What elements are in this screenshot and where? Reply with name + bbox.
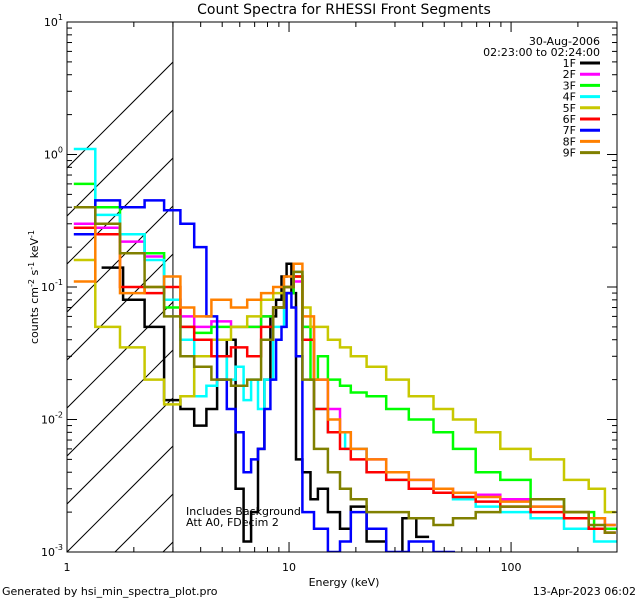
y-tick-label: 10-1 (41, 278, 63, 294)
y-tick-label: 100 (44, 146, 63, 162)
legend-label-9f: 9F (563, 147, 576, 160)
note-background: Includes Background (186, 505, 301, 518)
hatch-line (307, 22, 640, 552)
hatch-line (67, 253, 173, 361)
hatch-line (67, 205, 173, 313)
hatch-line (67, 445, 173, 552)
x-tick-label: 100 (501, 561, 522, 574)
y-axis-label: counts cm-2 s-1 keV-1 (27, 230, 42, 344)
y-tick-label: 101 (44, 13, 63, 29)
time-range-label: 02:23:00 to 02:24:00 (483, 46, 600, 59)
legend-label-4f: 4F (563, 91, 576, 104)
hatch-line (259, 22, 640, 552)
series-5f (73, 258, 616, 514)
x-axis-label: Energy (keV) (309, 576, 380, 589)
chart-title: Count Spectra for RHESSI Front Segments (197, 2, 491, 18)
series-9f (73, 205, 616, 534)
series-8f (73, 222, 616, 527)
hatch-line (67, 397, 173, 505)
legend-label-2f: 2F (563, 68, 576, 81)
date-label: 30-Aug-2006 (529, 35, 600, 48)
legend-label-3f: 3F (563, 79, 576, 92)
x-tick-label: 10 (282, 561, 296, 574)
legend-label-5f: 5F (563, 102, 576, 115)
series-4f (73, 147, 617, 543)
legend-label-7f: 7F (563, 124, 576, 137)
legend-label-6f: 6F (563, 113, 576, 126)
footer-timestamp: 13-Apr-2023 06:02 (533, 585, 636, 598)
series-7f (73, 199, 455, 552)
legend-label-1f: 1F (563, 57, 576, 70)
y-tick-label: 10-3 (41, 543, 63, 559)
series-2f (73, 222, 616, 527)
hatch-line (67, 61, 173, 169)
footer-generated-by: Generated by hsi_min_spectra_plot.pro (2, 585, 218, 598)
hatch-line (403, 22, 640, 552)
legend-label-8f: 8F (563, 135, 576, 148)
series-group (73, 147, 617, 552)
hatch-line (547, 22, 640, 552)
y-tick-label: 10-2 (41, 411, 63, 427)
note-attenuator: Att A0, FDecim 2 (186, 516, 279, 529)
x-tick-label: 1 (64, 561, 71, 574)
